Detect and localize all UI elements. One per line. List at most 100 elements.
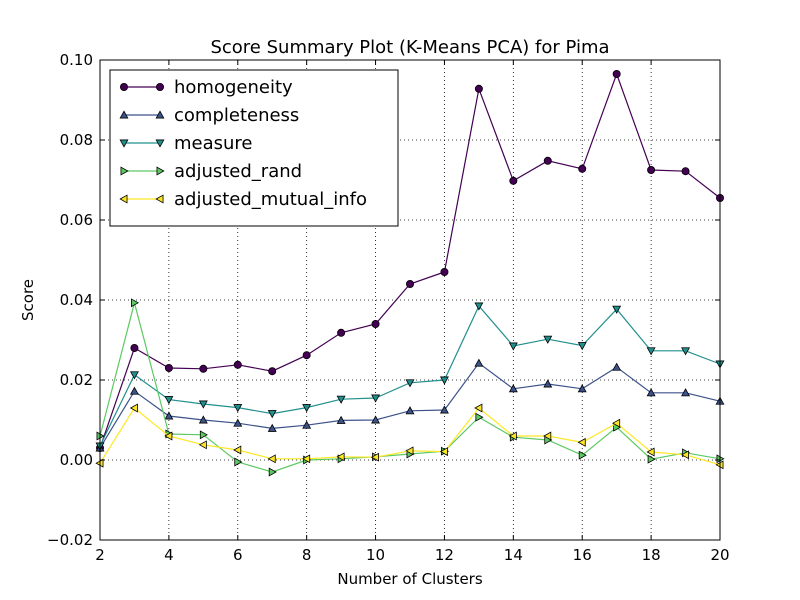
x-tick-label: 18 (642, 546, 661, 564)
y-tick-label: 0.00 (60, 451, 93, 469)
series-layer (95, 70, 725, 477)
x-tick-label: 8 (302, 546, 312, 564)
legend-marker-right (155, 83, 164, 92)
point-measure-8 (302, 404, 312, 413)
point-homogeneity-8 (302, 351, 311, 360)
legend-marker-left (119, 194, 128, 204)
point-homogeneity-16 (578, 164, 587, 173)
point-adjusted_rand-3 (131, 298, 140, 308)
point-measure-18 (646, 347, 656, 356)
point-adjusted_mutual_info-18 (646, 447, 655, 457)
point-adjusted_rand-13 (475, 412, 484, 422)
legend-marker-left (120, 166, 129, 176)
x-tick-label: 10 (366, 546, 385, 564)
point-homogeneity-7 (268, 367, 277, 376)
point-adjusted_mutual_info-5 (198, 440, 207, 450)
x-axis-title: Number of Clusters (337, 570, 482, 588)
point-measure-11 (405, 379, 415, 388)
point-adjusted_mutual_info-16 (577, 437, 586, 447)
point-homogeneity-17 (612, 70, 621, 79)
series-adjusted_mutual_info (95, 403, 724, 470)
point-completeness-12 (439, 405, 449, 414)
point-adjusted_mutual_info-4 (164, 431, 173, 441)
point-homogeneity-11 (405, 279, 414, 288)
legend-item-homogeneity: homogeneity (120, 77, 293, 98)
legend-label: measure (174, 133, 253, 154)
legend: homogeneity completeness measure adjusted_r… (109, 69, 399, 227)
point-homogeneity-13 (474, 84, 483, 93)
y-axis-title: Score (19, 279, 37, 321)
point-measure-4 (164, 396, 174, 405)
point-adjusted_mutual_info-19 (680, 450, 689, 460)
point-adjusted_rand-6 (234, 457, 243, 467)
axis-ticks: 2 4 6 8 10 12 14 16 18 20 −0.02 0.00 0.02 0.04 0.06 0.0… (47, 51, 730, 564)
point-homogeneity-9 (337, 328, 346, 337)
point-homogeneity-15 (543, 156, 552, 165)
point-measure-9 (336, 395, 346, 404)
point-adjusted_mutual_info-15 (543, 431, 552, 441)
point-homogeneity-10 (371, 319, 380, 328)
legend-label: adjusted_rand (174, 161, 302, 182)
point-completeness-15 (543, 379, 553, 388)
point-homogeneity-4 (164, 363, 173, 372)
point-completeness-7 (267, 423, 277, 432)
point-adjusted_mutual_info-7 (267, 454, 276, 464)
point-completeness-16 (577, 384, 587, 393)
y-tick-label: 0.08 (60, 131, 93, 149)
x-tick-label: 12 (435, 546, 454, 564)
y-tick-label: 0.02 (60, 371, 93, 389)
x-tick-label: 14 (504, 546, 523, 564)
point-homogeneity-3 (130, 343, 139, 352)
point-homogeneity-12 (440, 267, 449, 276)
point-completeness-13 (474, 358, 484, 367)
point-measure-5 (198, 400, 208, 409)
point-measure-12 (439, 376, 449, 385)
legend-marker-left (119, 139, 129, 148)
point-measure-19 (681, 347, 691, 356)
point-measure-13 (474, 302, 484, 311)
legend-item-adjusted_rand: adjusted_rand (120, 161, 302, 182)
point-measure-6 (233, 404, 243, 413)
y-tick-label: −0.02 (47, 531, 93, 549)
point-adjusted_rand-16 (578, 450, 587, 460)
series-completeness (95, 358, 725, 452)
chart-title: Score Summary Plot (K-Means PCA) for Pim… (210, 37, 609, 58)
point-homogeneity-18 (647, 165, 656, 174)
point-completeness-6 (233, 418, 243, 427)
legend-item-completeness: completeness (119, 105, 299, 126)
y-tick-label: 0.06 (60, 211, 93, 229)
legend-marker-right (156, 166, 165, 176)
x-tick-label: 16 (573, 546, 592, 564)
point-adjusted_mutual_info-3 (129, 403, 138, 413)
x-tick-label: 6 (233, 546, 243, 564)
point-completeness-8 (302, 420, 312, 429)
point-completeness-3 (129, 386, 139, 395)
point-completeness-18 (646, 388, 656, 397)
point-adjusted_rand-7 (268, 467, 277, 477)
point-homogeneity-14 (509, 176, 518, 185)
legend-item-adjusted_mutual_info: adjusted_mutual_info (119, 189, 367, 210)
legend-marker-left (119, 110, 129, 119)
legend-marker-right (155, 139, 165, 148)
point-homogeneity-6 (233, 360, 242, 369)
legend-marker-right (155, 110, 165, 119)
point-adjusted_mutual_info-8 (302, 454, 311, 464)
x-tick-label: 20 (710, 546, 729, 564)
point-completeness-11 (405, 406, 415, 415)
point-adjusted_mutual_info-11 (405, 446, 414, 456)
point-completeness-10 (371, 415, 381, 424)
x-tick-label: 2 (95, 546, 105, 564)
point-completeness-14 (508, 384, 518, 393)
point-adjusted_mutual_info-9 (336, 452, 345, 462)
legend-marker-left (120, 83, 129, 92)
legend-label: completeness (174, 105, 299, 126)
point-measure-17 (612, 305, 622, 314)
point-completeness-9 (336, 415, 346, 424)
point-adjusted_mutual_info-14 (508, 431, 517, 441)
point-measure-16 (577, 342, 587, 351)
legend-label: homogeneity (174, 77, 293, 98)
series-homogeneity (96, 70, 725, 452)
point-adjusted_rand-18 (647, 454, 656, 464)
y-tick-label: 0.04 (60, 291, 93, 309)
point-adjusted_mutual_info-12 (439, 447, 448, 457)
